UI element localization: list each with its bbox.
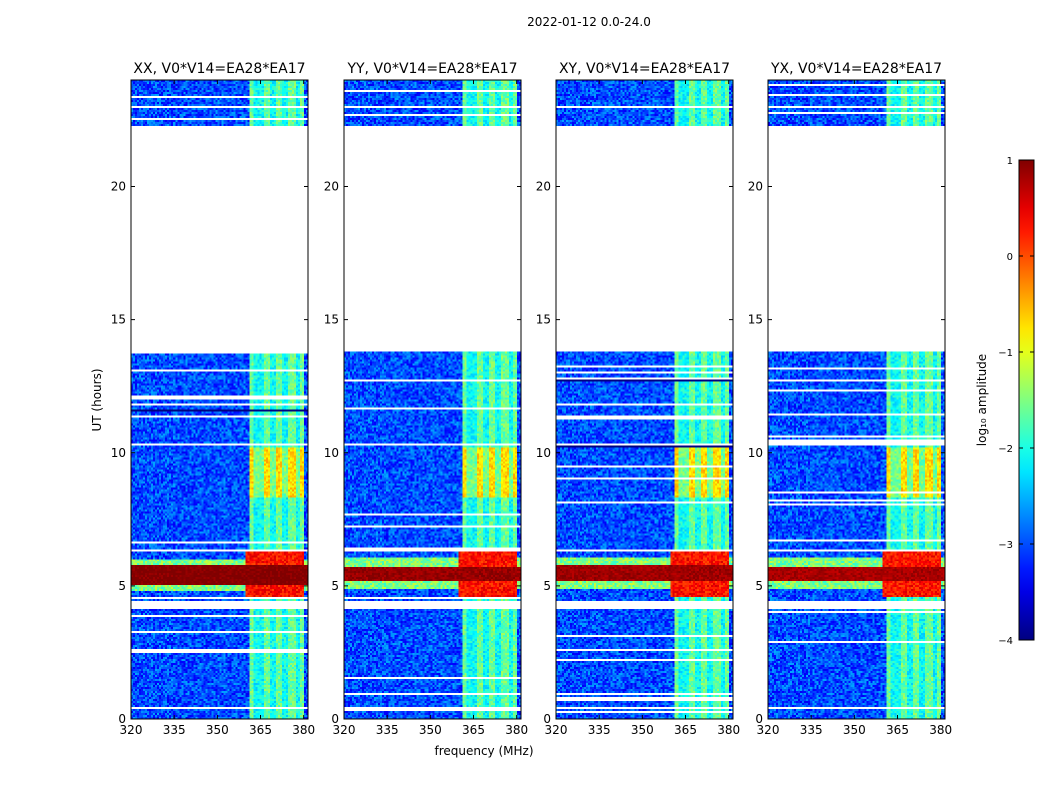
x-tick-label: 365 [886,723,909,737]
panel-3: XY, V0*V14=EA28*EA17 320 335 350 365 380 0 5 10 1… [536,61,740,737]
spectrogram-image [556,80,733,719]
y-tick-label: 15 [324,313,339,327]
x-tick-label: 320 [120,723,143,737]
colorbar-tick-label: −2 [998,444,1013,455]
colorbar: 1 0 −1 −2 −3 −4 log₁₀ amplitude [975,156,1035,647]
y-tick-label: 5 [331,579,339,593]
panels-group: XX, V0*V14=EA28*EA17 320 335 350 365 380 0 5 10 1… [111,61,952,737]
x-tick-label: 335 [376,723,399,737]
colorbar-tick-label: −4 [998,636,1013,647]
y-tick-label: 10 [536,446,551,460]
panel-4: YX, V0*V14=EA28*EA17 320 335 350 365 380 0 5 10 1… [748,61,952,737]
colorbar-tick-label: −3 [998,540,1013,551]
y-tick-label: 20 [748,180,763,194]
x-tick-label: 365 [462,723,485,737]
spectrogram-image [768,80,945,719]
x-tick-label: 335 [800,723,823,737]
figure-title: 2022-01-12 0.0-24.0 [527,15,651,29]
x-tick-label: 320 [333,723,356,737]
x-tick-label: 380 [929,723,952,737]
panel-frame [555,79,734,720]
x-tick-label: 380 [505,723,528,737]
x-tick-label: 380 [717,723,740,737]
y-tick-label: 10 [748,446,763,460]
y-tick-label: 10 [111,446,126,460]
x-tick-label: 350 [843,723,866,737]
panel-1: XX, V0*V14=EA28*EA17 320 335 350 365 380 0 5 10 1… [111,61,315,737]
panel-frame [130,79,309,720]
y-axis-label: UT (hours) [90,368,104,431]
colorbar-label: log₁₀ amplitude [975,354,989,446]
colorbar-tick-label: 1 [1007,156,1013,167]
colorbar-tick-label: 0 [1007,252,1013,263]
panel-title: XX, V0*V14=EA28*EA17 [133,61,305,77]
y-tick-label: 0 [331,712,339,726]
y-tick-label: 5 [755,579,763,593]
y-tick-label: 20 [536,180,551,194]
x-tick-label: 380 [292,723,315,737]
y-tick-label: 15 [536,313,551,327]
y-tick-label: 0 [118,712,126,726]
panel-2: YY, V0*V14=EA28*EA17 320 335 350 365 380 0 5 10 1… [324,61,528,737]
panel-frame [343,79,522,720]
y-tick-label: 0 [755,712,763,726]
colorbar-tick-label: −1 [998,348,1013,359]
panel-title: YX, V0*V14=EA28*EA17 [770,61,942,77]
y-tick-label: 5 [543,579,551,593]
panel-title: YY, V0*V14=EA28*EA17 [346,61,517,77]
x-tick-label: 320 [757,723,780,737]
y-tick-label: 15 [111,313,126,327]
x-tick-label: 335 [163,723,186,737]
y-tick-label: 5 [118,579,126,593]
x-tick-label: 335 [588,723,611,737]
x-tick-label: 320 [545,723,568,737]
y-tick-label: 20 [111,180,126,194]
x-tick-label: 350 [206,723,229,737]
colorbar-gradient [1018,159,1035,641]
panel-title: XY, V0*V14=EA28*EA17 [559,61,730,77]
panel-frame [767,79,946,720]
y-tick-label: 10 [324,446,339,460]
x-axis-label: frequency (MHz) [434,744,533,758]
y-tick-label: 20 [324,180,339,194]
x-tick-label: 365 [674,723,697,737]
spectrogram-image [344,80,521,719]
x-tick-label: 365 [249,723,272,737]
y-tick-label: 0 [543,712,551,726]
x-tick-label: 350 [419,723,442,737]
y-tick-label: 15 [748,313,763,327]
x-tick-label: 350 [631,723,654,737]
spectrogram-image [131,80,308,719]
